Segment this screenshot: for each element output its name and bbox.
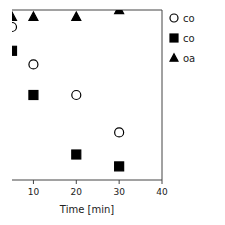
series	[12, 23, 124, 137]
point	[12, 12, 17, 21]
legend: co co oa	[170, 13, 195, 64]
point	[115, 162, 124, 171]
x-tick	[76, 180, 77, 184]
point	[12, 46, 17, 55]
plot-area	[12, 10, 124, 171]
x-tick-label: 20	[71, 187, 83, 197]
frame-right	[162, 10, 163, 180]
x-tick-label: 40	[156, 187, 168, 197]
x-tick-label: 10	[28, 187, 40, 197]
point	[72, 12, 81, 21]
legend-swatch	[170, 34, 178, 42]
legend-swatch	[170, 54, 178, 62]
legend-label: co	[183, 33, 195, 44]
x-tick	[162, 180, 163, 184]
point	[29, 91, 38, 100]
point	[115, 10, 124, 14]
x-tick	[33, 180, 34, 184]
x-axis	[12, 180, 162, 181]
point	[72, 150, 81, 159]
x-tick	[119, 180, 120, 184]
point	[29, 60, 38, 69]
point	[72, 91, 81, 100]
legend-label: co	[183, 13, 195, 24]
x-tick-label: 30	[113, 187, 125, 197]
point	[115, 128, 124, 137]
chart: 10 20 30 40 Time [min] co co oa	[0, 0, 225, 225]
point	[12, 23, 17, 32]
series	[12, 46, 124, 171]
legend-swatch	[170, 14, 178, 22]
point	[29, 12, 38, 21]
series	[12, 10, 124, 20]
legend-label: oa	[183, 53, 195, 64]
x-axis-label: Time [min]	[59, 204, 114, 215]
frame-top	[12, 10, 162, 11]
